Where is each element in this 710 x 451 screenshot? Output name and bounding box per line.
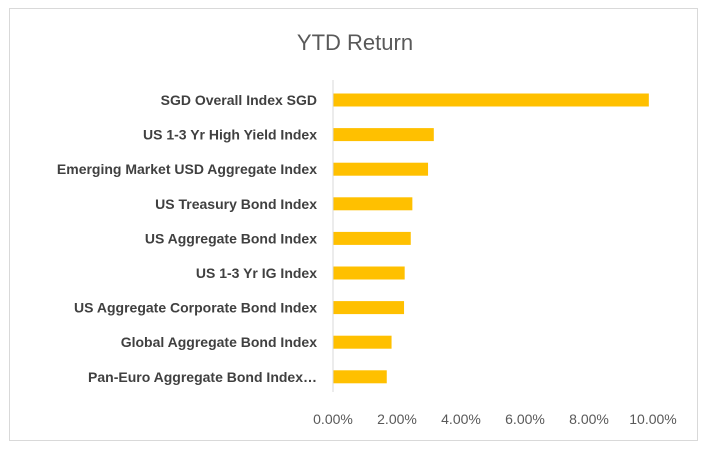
chart-frame xyxy=(9,8,698,441)
bar xyxy=(333,128,434,142)
category-label: US 1-3 Yr IG Index xyxy=(196,265,317,281)
category-label: Pan-Euro Aggregate Bond Index… xyxy=(88,369,317,385)
bar xyxy=(333,370,387,384)
bar xyxy=(333,162,429,176)
bars-layer xyxy=(333,93,649,384)
category-label: US 1-3 Yr High Yield Index xyxy=(143,127,317,143)
bar xyxy=(333,231,411,245)
chart-title: YTD Return xyxy=(296,30,414,55)
x-tick-label: 0.00% xyxy=(313,411,353,427)
bar xyxy=(333,93,649,107)
category-label: US Treasury Bond Index xyxy=(155,196,317,212)
x-tick-label: 6.00% xyxy=(505,411,545,427)
category-labels: SGD Overall Index SGD US 1-3 Yr High Yiel… xyxy=(57,92,317,385)
category-label: US Aggregate Corporate Bond Index xyxy=(74,300,317,316)
x-tick-label: 4.00% xyxy=(441,411,481,427)
category-label: SGD Overall Index SGD xyxy=(161,92,317,108)
category-label: Global Aggregate Bond Index xyxy=(121,334,317,350)
bar xyxy=(333,335,392,349)
bar xyxy=(333,197,413,211)
x-tick-labels: 0.00% 2.00% 4.00% 6.00% 8.00% 10.00% xyxy=(313,411,677,427)
category-label: Emerging Market USD Aggregate Index xyxy=(57,161,317,177)
x-tick-label: 10.00% xyxy=(629,411,676,427)
category-label: US Aggregate Bond Index xyxy=(145,230,317,246)
bar xyxy=(333,301,405,315)
x-tick-label: 2.00% xyxy=(377,411,417,427)
bar xyxy=(333,266,405,280)
x-tick-label: 8.00% xyxy=(569,411,609,427)
